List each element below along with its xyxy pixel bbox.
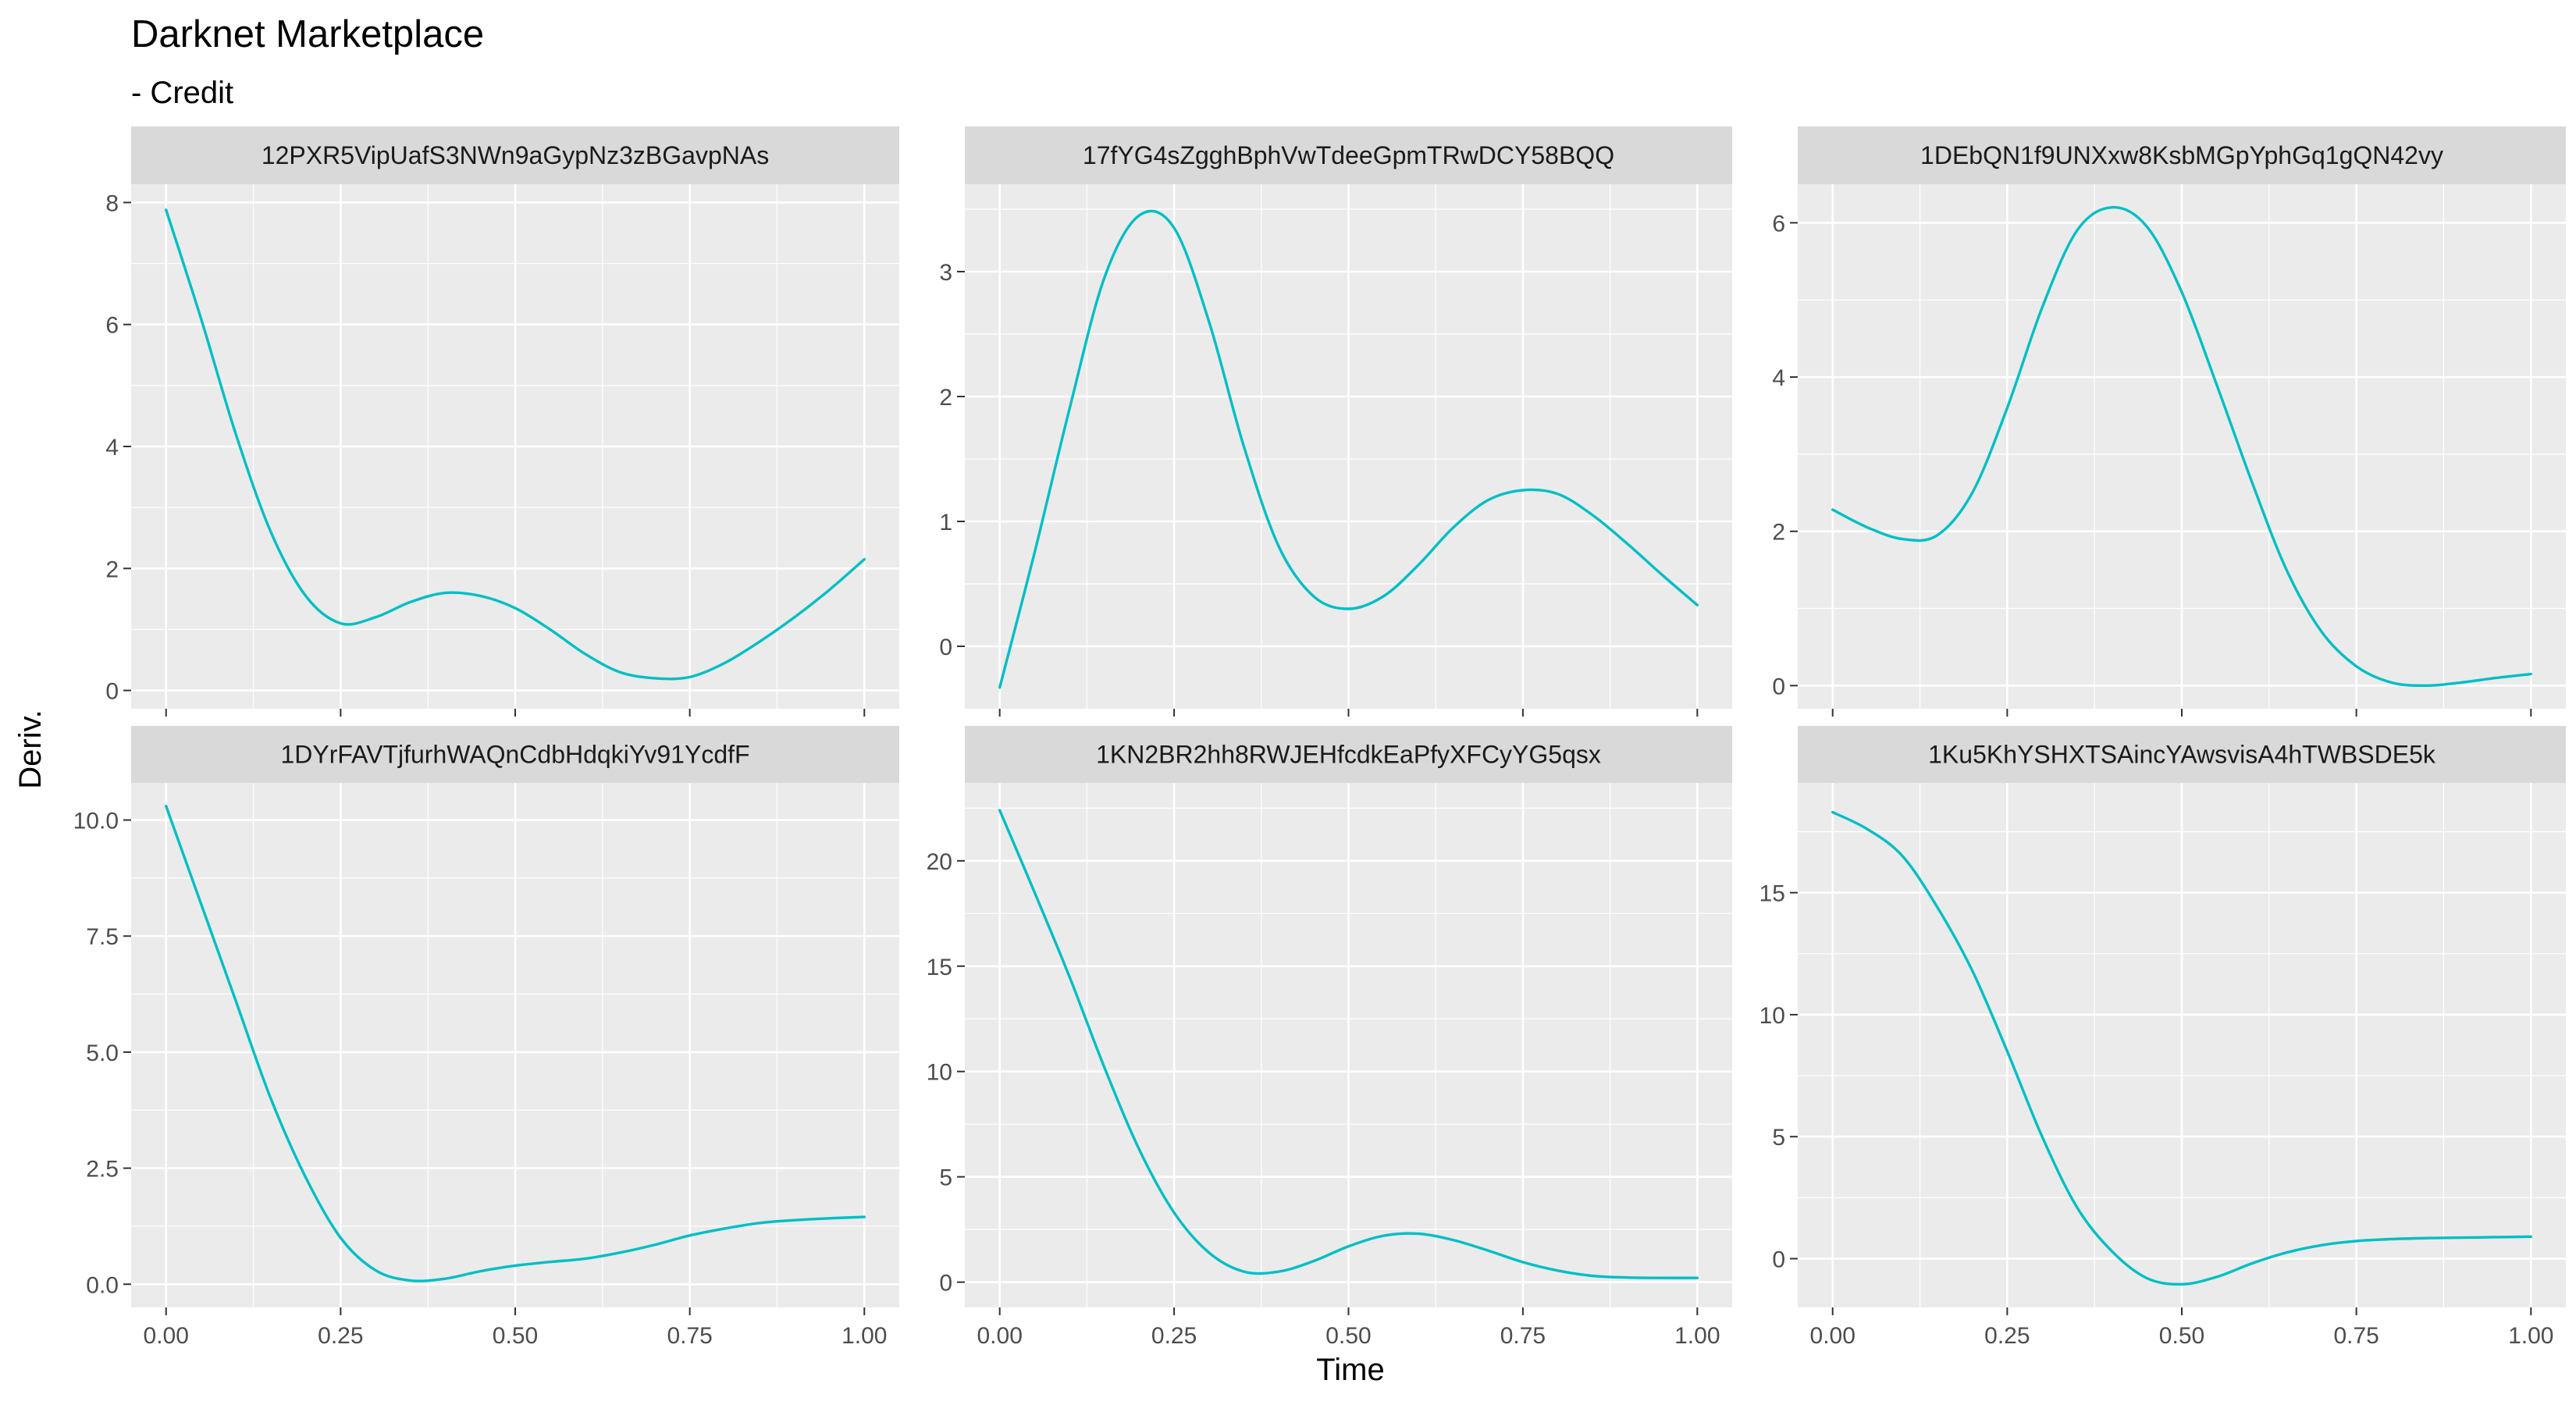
facet-panel: 1DEbQN1f9UNXxw8KsbMGpYphGq1gQN42vy 0 2 4 6 (1772, 126, 2566, 717)
x-tick-label: 0.75 (1500, 1323, 1546, 1349)
facet-panel: 12PXR5VipUafS3NWn9aGypNz3zBGavpNAs 0 2 4 6 8 (105, 126, 899, 717)
series-line (1831, 810, 2532, 1286)
y-tick-label: 15 (927, 955, 952, 980)
chart-title: Darknet Marketplace (131, 13, 484, 55)
y-tick-label: 2 (939, 385, 952, 411)
y-tick-label: 2 (1772, 520, 1785, 546)
y-tick-label: 0 (105, 679, 119, 705)
x-tick-label: 0.00 (977, 1323, 1022, 1349)
facet-strip (1798, 126, 2566, 184)
series-line (998, 809, 1699, 1279)
x-tick-label: 0.50 (2159, 1323, 2204, 1349)
y-tick-label: 0.0 (86, 1272, 119, 1298)
y-tick-label: 4 (105, 435, 119, 461)
series-line (165, 805, 866, 1282)
y-tick-label: 15 (1759, 881, 1785, 907)
x-tick-label: 0.25 (318, 1323, 363, 1349)
y-tick-label: 20 (927, 849, 952, 875)
y-tick-label: 1 (939, 510, 952, 535)
y-tick-label: 8 (105, 190, 119, 216)
y-tick-label: 2.5 (86, 1157, 119, 1183)
facet-strip-label: 1Ku5KhYSHXTSAincYAwsvisA4hTWBSDE5k (1928, 741, 2436, 769)
y-tick-label: 0 (1772, 1247, 1785, 1272)
series-line (165, 208, 866, 681)
y-tick-label: 4 (1772, 365, 1785, 391)
y-tick-label: 0 (939, 1271, 952, 1297)
x-tick-label: 0.25 (1984, 1323, 2030, 1349)
y-tick-label: 10.0 (73, 809, 119, 834)
facet-strip-label: 1DYrFAVTjfurhWAQnCdbHdqkiYv91YcdfF (280, 741, 749, 769)
x-tick-label: 0.75 (2333, 1323, 2379, 1349)
y-tick-label: 6 (1772, 211, 1785, 237)
facet-strip-label: 12PXR5VipUafS3NWn9aGypNz3zBGavpNAs (262, 141, 769, 169)
x-tick-label: 0.00 (1810, 1323, 1856, 1349)
x-tick-label: 1.00 (2508, 1323, 2553, 1349)
y-tick-label: 3 (939, 260, 952, 286)
y-tick-label: 2 (105, 557, 119, 582)
x-tick-label: 1.00 (841, 1323, 887, 1349)
facet-strip-label: 1DEbQN1f9UNXxw8KsbMGpYphGq1gQN42vy (1920, 141, 2443, 169)
series-line (998, 209, 1699, 689)
x-tick-label: 0.50 (1325, 1323, 1371, 1349)
y-tick-label: 0 (1772, 674, 1785, 699)
y-tick-label: 6 (105, 313, 119, 339)
facet-panel: 1DYrFAVTjfurhWAQnCdbHdqkiYv91YcdfF 0.00 0.… (73, 726, 899, 1349)
facet-strip (965, 126, 1732, 184)
facet-strip (965, 726, 1732, 783)
x-tick-label: 1.00 (1674, 1323, 1720, 1349)
x-tick-label: 0.25 (1151, 1323, 1197, 1349)
facet-panel: 1KN2BR2hh8RWJEHfcdkEaPfyXFCyYG5qsx 0.00 0.… (927, 726, 1732, 1349)
chart-subtitle: - Credit (131, 76, 233, 110)
x-tick-label: 0.00 (144, 1323, 189, 1349)
facet-strip (131, 126, 899, 184)
y-axis-title: Deriv. (13, 710, 48, 788)
facet-strip-label: 17fYG4sZgghBphVwTdeeGpmTRwDCY58BQQ (1083, 141, 1614, 169)
facet-panel: 17fYG4sZgghBphVwTdeeGpmTRwDCY58BQQ 0 1 2 3 (939, 126, 1732, 717)
facet-strip-label: 1KN2BR2hh8RWJEHfcdkEaPfyXFCyYG5qsx (1096, 741, 1601, 769)
y-tick-label: 5 (939, 1165, 952, 1191)
x-axis-title: Time (1316, 1353, 1384, 1387)
series-line (1831, 205, 2532, 688)
facet-panels: 12PXR5VipUafS3NWn9aGypNz3zBGavpNAs024681… (73, 126, 2566, 1349)
facet-strip (1798, 726, 2566, 783)
x-tick-label: 0.75 (667, 1323, 712, 1349)
x-tick-label: 0.50 (493, 1323, 538, 1349)
y-tick-label: 10 (927, 1060, 952, 1086)
y-tick-label: 5 (1772, 1125, 1785, 1151)
y-tick-label: 5.0 (86, 1040, 119, 1066)
facet-strip (131, 726, 899, 783)
facet-panel: 1Ku5KhYSHXTSAincYAwsvisA4hTWBSDE5k 0.00 0.… (1759, 726, 2566, 1349)
y-tick-label: 10 (1759, 1003, 1785, 1029)
y-tick-label: 7.5 (86, 924, 119, 950)
y-tick-label: 0 (939, 635, 952, 660)
